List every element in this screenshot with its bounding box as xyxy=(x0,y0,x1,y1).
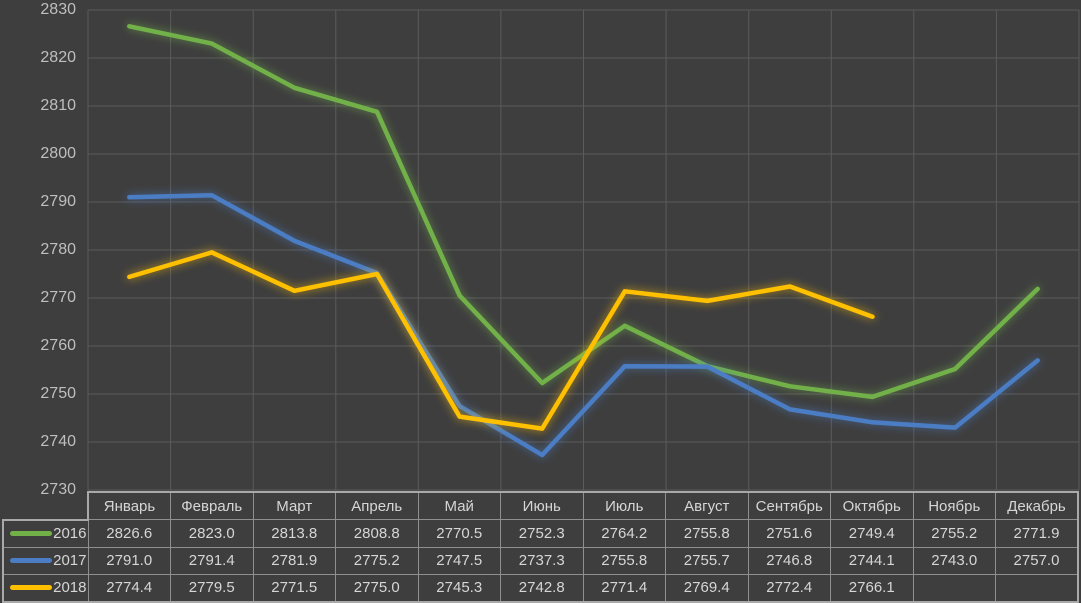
value-cell: 2774.4 xyxy=(87,573,171,603)
value-cell xyxy=(995,573,1079,603)
series-line-2018 xyxy=(127,250,875,431)
value-cell: 2755.8 xyxy=(582,546,666,575)
y-axis-tick-label: 2810 xyxy=(40,97,76,114)
month-header-cell: Апрель xyxy=(335,491,419,520)
series-line-2017 xyxy=(127,193,1040,458)
y-axis-tick-label: 2830 xyxy=(40,1,76,18)
legend-cell-2018: 2018 xyxy=(2,573,89,603)
legend-line-swatch-2018 xyxy=(10,585,53,590)
y-axis-tick-label: 2790 xyxy=(40,193,76,210)
value-cell: 2751.6 xyxy=(747,519,831,548)
value-cell: 2743.0 xyxy=(912,546,996,575)
value-cell: 2781.9 xyxy=(252,546,336,575)
value-cell: 2764.2 xyxy=(582,519,666,548)
y-axis-tick-label: 2740 xyxy=(40,433,76,450)
y-axis-tick-label: 2780 xyxy=(40,241,76,258)
month-header-cell: Сентябрь xyxy=(747,491,831,520)
value-cell: 2779.5 xyxy=(170,573,254,603)
table-row: 2018 2774.4 2779.5 2771.5 2775.0 2745.3 2742.8… xyxy=(2,573,1079,603)
value-cell: 2752.3 xyxy=(500,519,584,548)
plot-area xyxy=(87,9,1080,491)
y-axis-tick-label: 2770 xyxy=(40,289,76,306)
value-cell: 2749.4 xyxy=(830,519,914,548)
value-cell: 2771.5 xyxy=(252,573,336,603)
month-header-cell: Февраль xyxy=(170,491,254,520)
value-cell: 2755.2 xyxy=(912,519,996,548)
value-cell: 2755.8 xyxy=(665,519,749,548)
month-header-cell: Май xyxy=(417,491,501,520)
legend-line-swatch-2016 xyxy=(10,531,53,536)
value-cell: 2757.0 xyxy=(995,546,1079,575)
value-cell: 2791.4 xyxy=(170,546,254,575)
value-cell: 2745.3 xyxy=(417,573,501,603)
month-header-cell: Август xyxy=(665,491,749,520)
value-cell: 2746.8 xyxy=(747,546,831,575)
value-cell: 2742.8 xyxy=(500,573,584,603)
value-cell: 2823.0 xyxy=(170,519,254,548)
value-cell: 2770.5 xyxy=(417,519,501,548)
value-cell: 2747.5 xyxy=(417,546,501,575)
month-header-cell: Март xyxy=(252,491,336,520)
y-axis-tick-label: 2760 xyxy=(40,337,76,354)
month-header-cell: Ноябрь xyxy=(912,491,996,520)
y-axis-tick-label: 2800 xyxy=(40,145,76,162)
legend-label: 2016 xyxy=(53,525,87,542)
value-cell: 2744.1 xyxy=(830,546,914,575)
y-axis-tick-label: 2820 xyxy=(40,49,76,66)
legend-cell-2017: 2017 xyxy=(2,546,89,575)
series-line-2016 xyxy=(127,24,1040,400)
value-cell: 2737.3 xyxy=(500,546,584,575)
value-cell: 2755.7 xyxy=(665,546,749,575)
legend-cell-2016: 2016 xyxy=(2,518,89,548)
y-axis: 2830 2820 2810 2800 2790 2780 2770 2760 2750 2740… xyxy=(0,0,78,498)
table-corner-blank xyxy=(3,492,88,520)
table-row: 2016 2826.6 2823.0 2813.8 2808.8 2770.5 2752.3… xyxy=(2,518,1079,548)
month-header-cell: Июль xyxy=(582,491,666,520)
chart-data-table: Январь Февраль Март Апрель Май Июнь Июль Август… xyxy=(2,491,1079,603)
month-header-cell: Декабрь xyxy=(995,491,1079,520)
value-cell xyxy=(912,573,996,603)
month-header-cell: Октябрь xyxy=(830,491,914,520)
value-cell: 2791.0 xyxy=(87,546,171,575)
legend-line-swatch-2017 xyxy=(10,558,53,563)
value-cell: 2769.4 xyxy=(665,573,749,603)
y-axis-tick-label: 2750 xyxy=(40,385,76,402)
month-header-cell: Июнь xyxy=(500,491,584,520)
value-cell: 2775.2 xyxy=(335,546,419,575)
legend-label: 2017 xyxy=(53,552,87,569)
value-cell: 2813.8 xyxy=(252,519,336,548)
month-header-cell: Январь xyxy=(87,491,171,520)
value-cell: 2771.4 xyxy=(582,573,666,603)
value-cell: 2766.1 xyxy=(830,573,914,603)
y-axis-tick-label: 2730 xyxy=(40,481,76,498)
gridlines xyxy=(87,9,1080,491)
legend-label: 2018 xyxy=(53,579,87,596)
value-cell: 2826.6 xyxy=(87,519,171,548)
value-cell: 2771.9 xyxy=(995,519,1079,548)
month-header-row: Январь Февраль Март Апрель Май Июнь Июль Август… xyxy=(3,491,1079,520)
value-cell: 2808.8 xyxy=(335,519,419,548)
table-row: 2017 2791.0 2791.4 2781.9 2775.2 2747.5 2737.3… xyxy=(2,546,1079,575)
value-cell: 2772.4 xyxy=(747,573,831,603)
value-cell: 2775.0 xyxy=(335,573,419,603)
